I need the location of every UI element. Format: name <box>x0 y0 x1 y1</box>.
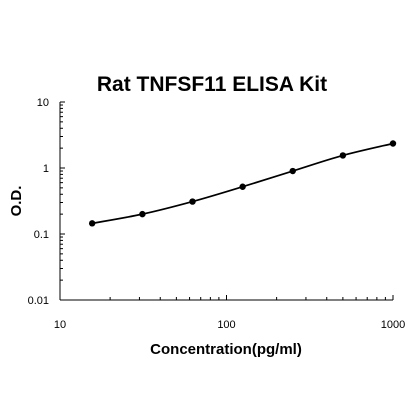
y-axis-label: O.D. <box>8 186 25 217</box>
x-tick-label: 10 <box>54 319 66 331</box>
ticks-group <box>59 101 394 301</box>
data-point <box>289 167 296 175</box>
data-point <box>189 198 196 205</box>
y-tick-label: 0.1 <box>34 229 49 241</box>
fit-curve <box>92 142 394 225</box>
tick-labels-group: 10 100 1000 0.01 0.1 1 10 <box>28 97 406 331</box>
data-point <box>139 210 146 218</box>
x-tick-label: 1000 <box>381 319 405 331</box>
chart-title: Rat TNFSF11 ELISA Kit <box>97 73 327 96</box>
data-point <box>88 220 96 227</box>
data-point <box>389 140 397 147</box>
y-tick-label: 0.01 <box>28 295 49 307</box>
y-tick-label: 1 <box>43 163 49 175</box>
x-tick-label: 100 <box>217 319 235 331</box>
data-point <box>339 152 347 159</box>
data-points <box>88 140 397 227</box>
data-point <box>239 183 246 190</box>
y-tick-label: 10 <box>37 97 49 109</box>
x-axis-label: Concentration(pg/ml) <box>150 341 302 358</box>
